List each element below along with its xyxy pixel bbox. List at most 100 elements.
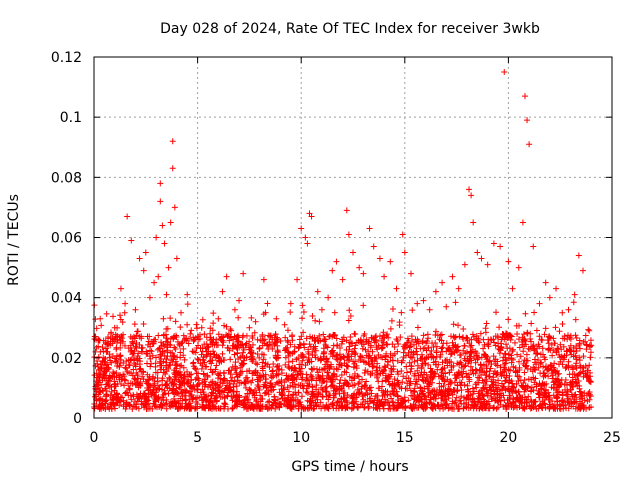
data-point — [521, 93, 528, 100]
data-point — [111, 324, 118, 331]
data-point — [376, 255, 383, 262]
data-point — [215, 315, 222, 322]
data-points — [93, 69, 593, 355]
data-point — [343, 207, 350, 214]
data-point — [559, 309, 566, 316]
data-point — [530, 243, 537, 250]
x-tick-labels: 0 5 10 15 20 25 — [90, 430, 621, 446]
data-point — [461, 261, 468, 268]
data-point — [546, 294, 553, 301]
data-point — [526, 141, 533, 148]
data-point — [575, 252, 582, 259]
data-point — [231, 306, 238, 313]
data-point — [524, 117, 531, 124]
data-point — [306, 210, 313, 217]
data-point — [439, 279, 446, 286]
data-point — [401, 249, 408, 256]
y-axis-title: ROTI / TECUs — [6, 194, 22, 286]
data-point — [308, 213, 315, 220]
data-point — [509, 285, 516, 292]
data-point — [157, 198, 164, 205]
data-point — [267, 333, 274, 340]
data-point — [260, 276, 267, 283]
data-point — [184, 291, 191, 298]
data-point — [151, 279, 158, 286]
data-point — [136, 255, 143, 262]
data-point — [579, 267, 586, 274]
x-axis-title: GPS time / hours — [291, 459, 408, 475]
data-point — [281, 321, 288, 328]
data-point — [223, 273, 230, 280]
data-point — [117, 285, 124, 292]
data-point — [302, 234, 309, 241]
data-point — [387, 258, 394, 265]
x-tick-label: 10 — [292, 430, 310, 446]
data-point — [443, 303, 450, 310]
data-point — [273, 315, 280, 322]
data-point — [124, 213, 131, 220]
data-point — [122, 300, 129, 307]
data-point — [103, 348, 110, 355]
data-point — [159, 222, 166, 229]
data-point — [474, 249, 481, 256]
data-point — [505, 258, 512, 265]
data-point — [356, 264, 363, 271]
data-point — [153, 234, 160, 241]
x-tick-label: 25 — [603, 430, 621, 446]
data-point — [146, 294, 153, 301]
axis-ticks — [93, 56, 613, 419]
data-point — [97, 315, 104, 322]
dense-markers — [91, 299, 595, 412]
data-point — [497, 243, 504, 250]
y-tick-label: 0.04 — [51, 291, 82, 307]
data-point — [165, 264, 172, 271]
data-point — [287, 300, 294, 307]
data-point — [325, 294, 332, 301]
chart-title: Day 028 of 2024, Rate Of TEC Index for r… — [160, 21, 540, 37]
data-point — [240, 270, 247, 277]
data-point — [350, 249, 356, 256]
data-point — [345, 231, 352, 238]
data-point — [167, 219, 174, 226]
y-tick-label: 0.02 — [51, 351, 82, 367]
data-point — [542, 279, 549, 286]
data-point — [339, 276, 346, 283]
data-point — [219, 288, 226, 295]
y-tick-label: 0.12 — [51, 50, 82, 66]
data-point — [198, 324, 205, 331]
data-point — [466, 186, 473, 193]
x-tick-label: 15 — [396, 430, 414, 446]
x-tick-label: 20 — [499, 430, 517, 446]
data-point — [333, 258, 340, 265]
data-point — [586, 327, 593, 334]
data-point — [161, 240, 168, 247]
data-point — [304, 240, 311, 247]
data-point — [426, 306, 433, 313]
y-tick-label: 0.1 — [60, 110, 82, 126]
data-point — [171, 204, 178, 211]
data-point — [393, 285, 400, 292]
y-tick-label: 0.06 — [51, 231, 82, 247]
data-point — [128, 237, 135, 244]
data-point — [468, 192, 475, 199]
data-point — [169, 165, 176, 172]
data-point — [246, 324, 253, 331]
x-tick-label: 5 — [193, 430, 202, 446]
data-point — [571, 291, 578, 298]
data-point — [252, 318, 259, 325]
data-point — [142, 249, 149, 256]
data-point — [565, 306, 572, 313]
data-point — [420, 297, 427, 304]
data-point — [140, 267, 147, 274]
dense-data-band — [91, 299, 595, 412]
data-point — [370, 243, 377, 250]
data-point — [478, 255, 485, 262]
data-point — [318, 306, 325, 313]
data-point — [432, 288, 439, 295]
data-point — [414, 300, 421, 307]
y-tick-labels: 0 0.02 0.04 0.06 0.08 0.1 0.12 — [51, 50, 82, 427]
data-point — [314, 288, 321, 295]
data-point — [294, 276, 301, 283]
data-point — [178, 309, 185, 316]
